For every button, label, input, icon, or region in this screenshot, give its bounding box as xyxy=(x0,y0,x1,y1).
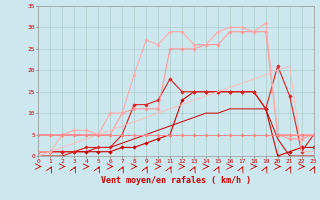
X-axis label: Vent moyen/en rafales ( km/h ): Vent moyen/en rafales ( km/h ) xyxy=(101,176,251,185)
